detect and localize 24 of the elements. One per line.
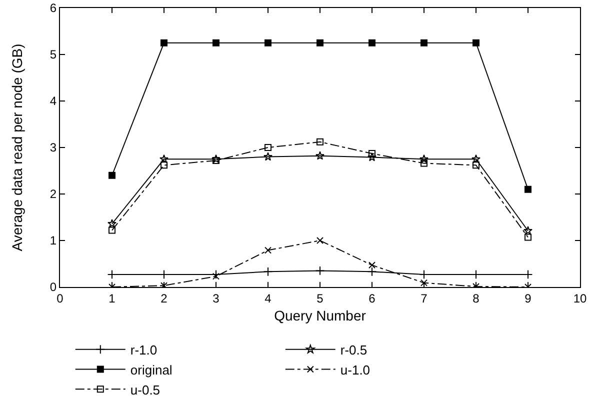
- y-tick-label: 5: [50, 48, 57, 62]
- y-tick-label: 4: [50, 94, 57, 108]
- x-tick-label: 2: [160, 291, 168, 306]
- x-tick-label: 3: [212, 291, 220, 306]
- y-tick-label: 0: [50, 280, 57, 294]
- x-axis-title: Query Number: [274, 308, 366, 324]
- y-tick-label: 6: [50, 1, 57, 16]
- y-axis-title: Average data read per node (GB): [9, 44, 25, 252]
- legend-label: original: [130, 362, 172, 378]
- legend-label: u-1.0: [340, 362, 370, 378]
- y-tick-label: 3: [50, 140, 57, 155]
- legend-label: r-0.5: [340, 342, 368, 358]
- x-tick-label: 1: [108, 291, 116, 306]
- y-tick-label: 2: [50, 187, 57, 202]
- y-tick-label: 1: [50, 234, 57, 248]
- x-tick-label: 8: [472, 291, 480, 306]
- x-tick-label: 7: [420, 291, 428, 306]
- legend-label: u-0.5: [130, 382, 160, 398]
- x-tick-label: 9: [524, 291, 532, 306]
- x-tick-label: 4: [264, 291, 272, 306]
- x-tick-label: 6: [368, 291, 376, 306]
- x-tick-label: 5: [316, 291, 324, 306]
- x-tick-label: 10: [573, 291, 587, 306]
- legend-label: r-1.0: [130, 342, 158, 358]
